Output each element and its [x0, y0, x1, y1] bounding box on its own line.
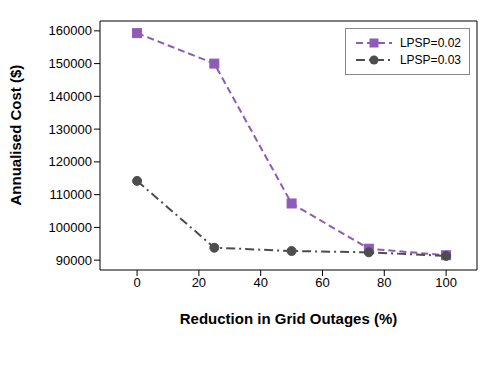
html-text:LPSP=0.02: LPSP=0.02	[399, 36, 461, 50]
svg-text:Reduction in Grid Outages (%): Reduction in Grid Outages (%)	[180, 310, 398, 327]
svg-text:110000: 110000	[50, 187, 92, 202]
svg-text:Annualised Cost ($): Annualised Cost ($)	[8, 65, 24, 206]
svg-text:140000: 140000	[49, 89, 92, 104]
svg-text:0: 0	[133, 275, 140, 290]
svg-text:90000: 90000	[56, 253, 92, 268]
svg-text:120000: 120000	[49, 154, 92, 169]
svg-text:80: 80	[377, 275, 391, 290]
svg-text:60: 60	[315, 275, 329, 290]
svg-text:160000: 160000	[49, 23, 92, 38]
html-text:LPSP=0.03: LPSP=0.03	[399, 53, 461, 67]
svg-text:150000: 150000	[49, 56, 92, 71]
svg-text:100: 100	[435, 275, 457, 290]
svg-text:130000: 130000	[49, 122, 92, 137]
svg-text:40: 40	[253, 275, 267, 290]
svg-text:20: 20	[192, 275, 206, 290]
svg-text:100000: 100000	[49, 220, 92, 235]
